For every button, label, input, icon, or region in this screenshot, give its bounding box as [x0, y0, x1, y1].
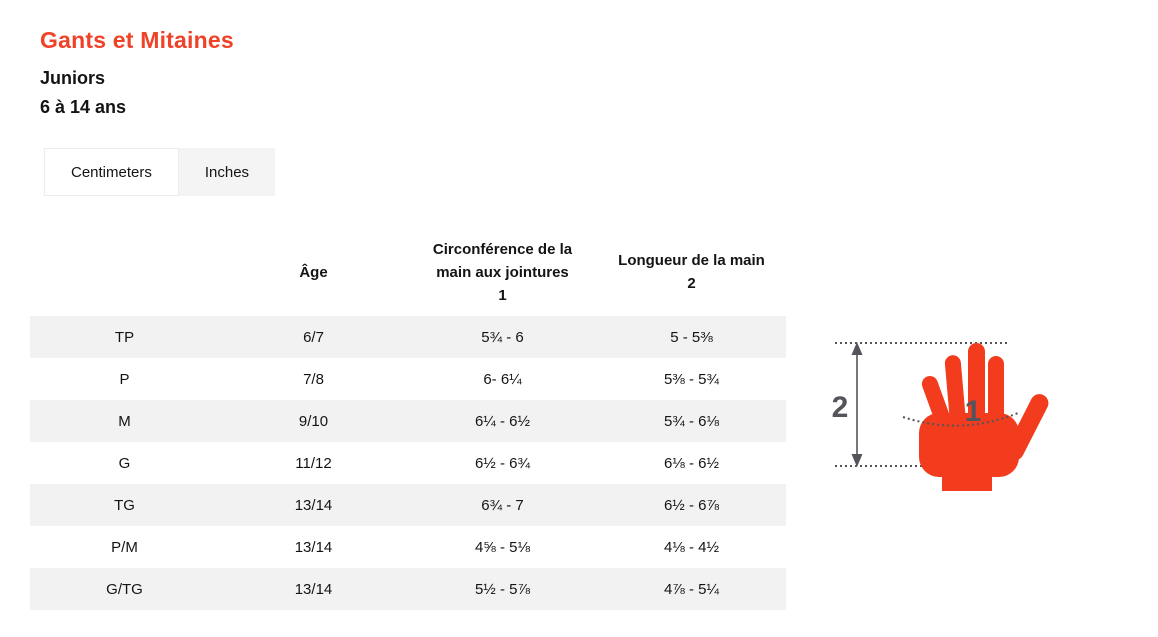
column-header-hand-length: Longueur de la main 2	[597, 228, 786, 316]
table-row: M 9/10 6¼ - 6½ 5¾ - 6⅛	[30, 400, 786, 442]
size-cell: P/M	[111, 538, 138, 556]
table-row: G 11/12 6½ - 6¾ 6⅛ - 6½	[30, 442, 786, 484]
knuckle-circumference-cell: 6½ - 6¾	[474, 454, 531, 472]
arrow-head-up-icon	[851, 342, 863, 355]
knuckle-circumference-cell: 4⅝ - 5⅛	[474, 538, 531, 556]
column-header-size	[30, 228, 219, 316]
size-cell: TP	[114, 328, 135, 346]
table-row: G/TG 13/14 5½ - 5⅞ 4⅞ - 5¼	[30, 568, 786, 610]
size-cell: G/TG	[106, 580, 143, 598]
knuckle-circumference-cell: 5½ - 5⅞	[474, 580, 531, 598]
measurement-1-label: 1	[965, 395, 982, 428]
hand-length-cell: 4⅛ - 4½	[663, 538, 720, 556]
hand-measurement-diagram: 2 1	[832, 342, 1049, 491]
tab-inches[interactable]: Inches	[178, 148, 276, 196]
age-cell: 13/14	[294, 538, 333, 556]
size-cell: TG	[114, 496, 135, 514]
hand-length-cell: 4⅞ - 5¼	[663, 580, 720, 598]
knuckle-circumference-cell: 6- 6¼	[483, 370, 522, 388]
size-chart-table: Âge Circonférence de la main aux jointur…	[30, 228, 786, 610]
arrow-head-down-icon	[851, 454, 863, 467]
age-cell: 6/7	[303, 328, 324, 346]
column-ref-2: 2	[687, 275, 696, 292]
hand-length-cell: 5 - 5⅜	[670, 328, 713, 346]
size-cell: G	[118, 454, 131, 472]
tab-centimeters[interactable]: Centimeters	[44, 148, 179, 196]
subtitle-age-range: 6 à 14 ans	[40, 97, 127, 117]
table-row: TP 6/7 5¾ - 6 5 - 5⅜	[30, 316, 786, 358]
hand-icon	[919, 343, 1049, 491]
knuckle-circumference-cell: 6¾ - 7	[481, 496, 524, 514]
column-header-age: Âge	[299, 263, 328, 281]
age-cell: 9/10	[298, 412, 329, 430]
hand-length-cell: 5⅜ - 5¾	[663, 370, 720, 388]
knuckle-circumference-cell: 6¼ - 6½	[474, 412, 531, 430]
hand-length-cell: 6⅛ - 6½	[663, 454, 720, 472]
table-row: P/M 13/14 4⅝ - 5⅛ 4⅛ - 4½	[30, 526, 786, 568]
size-chart-header: Âge Circonférence de la main aux jointur…	[30, 228, 786, 316]
table-row: TG 13/14 6¾ - 7 6½ - 6⅞	[30, 484, 786, 526]
column-header-knuckle-circumference: Circonférence de la main aux jointures 1	[408, 228, 597, 316]
size-table-body: TP 6/7 5¾ - 6 5 - 5⅜ P 7/8 6- 6¼ 5⅜ - 5¾…	[30, 316, 786, 610]
age-cell: 13/14	[294, 580, 333, 598]
measurement-2-label: 2	[832, 391, 849, 424]
subtitle-audience: Juniors	[40, 68, 106, 88]
size-cell: M	[118, 412, 131, 430]
table-row: P 7/8 6- 6¼ 5⅜ - 5¾	[30, 358, 786, 400]
page-title: Gants et Mitaines	[40, 27, 234, 53]
hand-length-cell: 5¾ - 6⅛	[663, 412, 720, 430]
age-cell: 11/12	[295, 454, 332, 472]
column-ref-1: 1	[498, 286, 507, 304]
unit-tab-group: Centimeters Inches	[44, 148, 276, 196]
size-cell: P	[119, 370, 130, 388]
hand-length-cell: 6½ - 6⅞	[663, 496, 720, 514]
knuckle-circumference-cell: 5¾ - 6	[481, 328, 524, 346]
age-cell: 13/14	[294, 496, 333, 514]
age-cell: 7/8	[303, 370, 324, 388]
page-subtitle: Juniors 6 à 14 ans	[40, 64, 126, 122]
